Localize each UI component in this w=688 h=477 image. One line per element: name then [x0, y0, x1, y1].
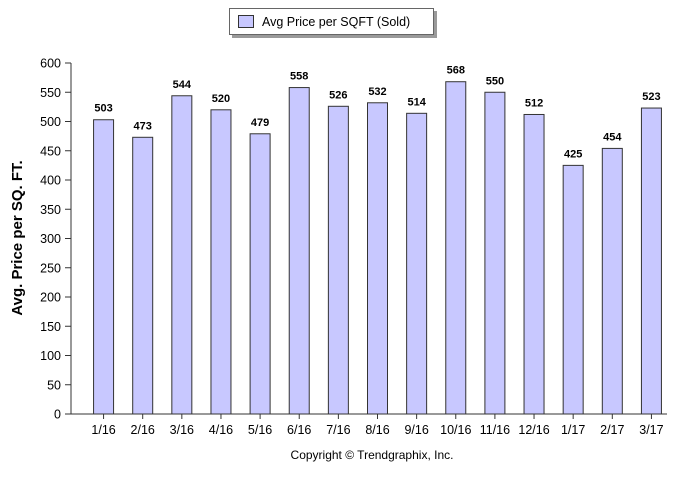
- bar: [640, 107, 662, 415]
- x-tick-label: 2/16: [131, 423, 155, 437]
- bar: [523, 113, 545, 415]
- bar: [484, 91, 506, 415]
- copyright-text: Copyright © Trendgraphix, Inc.: [291, 448, 454, 462]
- y-tick-label: 50: [47, 378, 61, 392]
- y-tick-label: 200: [40, 291, 61, 305]
- x-tick-label: 7/16: [326, 423, 350, 437]
- x-tick-label: 6/16: [287, 423, 311, 437]
- bar: [406, 112, 428, 415]
- data-label: 532: [368, 86, 386, 98]
- legend: Avg Price per SQFT (Sold): [229, 8, 434, 35]
- axes-group: 0 50 100 150 200 250 300 350 400 450 500 550 600 1/16…: [40, 57, 667, 437]
- data-label: 473: [134, 120, 152, 132]
- y-tick-label: 550: [40, 86, 61, 100]
- y-tick-label: 600: [40, 57, 61, 71]
- y-tick-label: 0: [54, 408, 61, 422]
- bar: [132, 136, 154, 415]
- y-tick-label: 500: [40, 115, 61, 129]
- bar: [327, 105, 349, 415]
- y-axis-label: Avg. Price per SQ. FT.: [9, 160, 26, 315]
- bar: [93, 119, 115, 415]
- data-label: 568: [447, 65, 465, 77]
- bar: [367, 102, 388, 415]
- x-tick-label: 3/17: [639, 423, 663, 437]
- bars-group: 503 473 544 520 479 558 526 532 514 568 550 512 425 4…: [93, 65, 662, 415]
- x-tick-label: 12/16: [518, 423, 549, 437]
- x-tick-label: 5/16: [248, 423, 272, 437]
- data-label: 425: [564, 148, 582, 160]
- x-tick-label: 11/16: [480, 423, 510, 437]
- bar: [249, 133, 271, 415]
- x-tick-label: 3/16: [170, 423, 194, 437]
- data-label: 512: [525, 97, 543, 109]
- y-tick-label: 300: [40, 232, 61, 246]
- y-tick-label: 350: [40, 203, 61, 217]
- data-label: 454: [603, 131, 622, 143]
- y-tick-label: 150: [40, 320, 61, 334]
- bar: [601, 147, 623, 415]
- bar: [288, 87, 310, 415]
- legend-label: Avg Price per SQFT (Sold): [262, 14, 411, 29]
- data-label: 503: [94, 103, 112, 115]
- x-tick-label: 9/16: [404, 423, 428, 437]
- bar: [445, 81, 467, 415]
- data-label: 526: [329, 89, 347, 101]
- legend-swatch: [238, 15, 254, 28]
- y-tick-label: 250: [40, 261, 61, 275]
- x-tick-label: 4/16: [209, 423, 233, 437]
- data-label: 544: [173, 79, 192, 91]
- x-tick-label: 8/16: [365, 423, 389, 437]
- data-label: 479: [251, 117, 269, 129]
- x-tick-label: 1/16: [91, 423, 115, 437]
- bar: [171, 95, 193, 415]
- data-label: 550: [486, 75, 504, 87]
- data-label: 558: [290, 71, 308, 83]
- y-tick-label: 450: [40, 144, 61, 158]
- x-tick-label: 2/17: [600, 423, 624, 437]
- bar: [210, 109, 232, 415]
- y-tick-label: 400: [40, 174, 61, 188]
- data-label: 520: [212, 93, 230, 105]
- y-tick-label: 100: [40, 349, 61, 363]
- data-label: 523: [642, 91, 660, 103]
- bar: [562, 164, 584, 415]
- data-label: 514: [407, 96, 426, 108]
- x-tick-label: 1/17: [561, 423, 585, 437]
- x-tick-label: 10/16: [440, 423, 471, 437]
